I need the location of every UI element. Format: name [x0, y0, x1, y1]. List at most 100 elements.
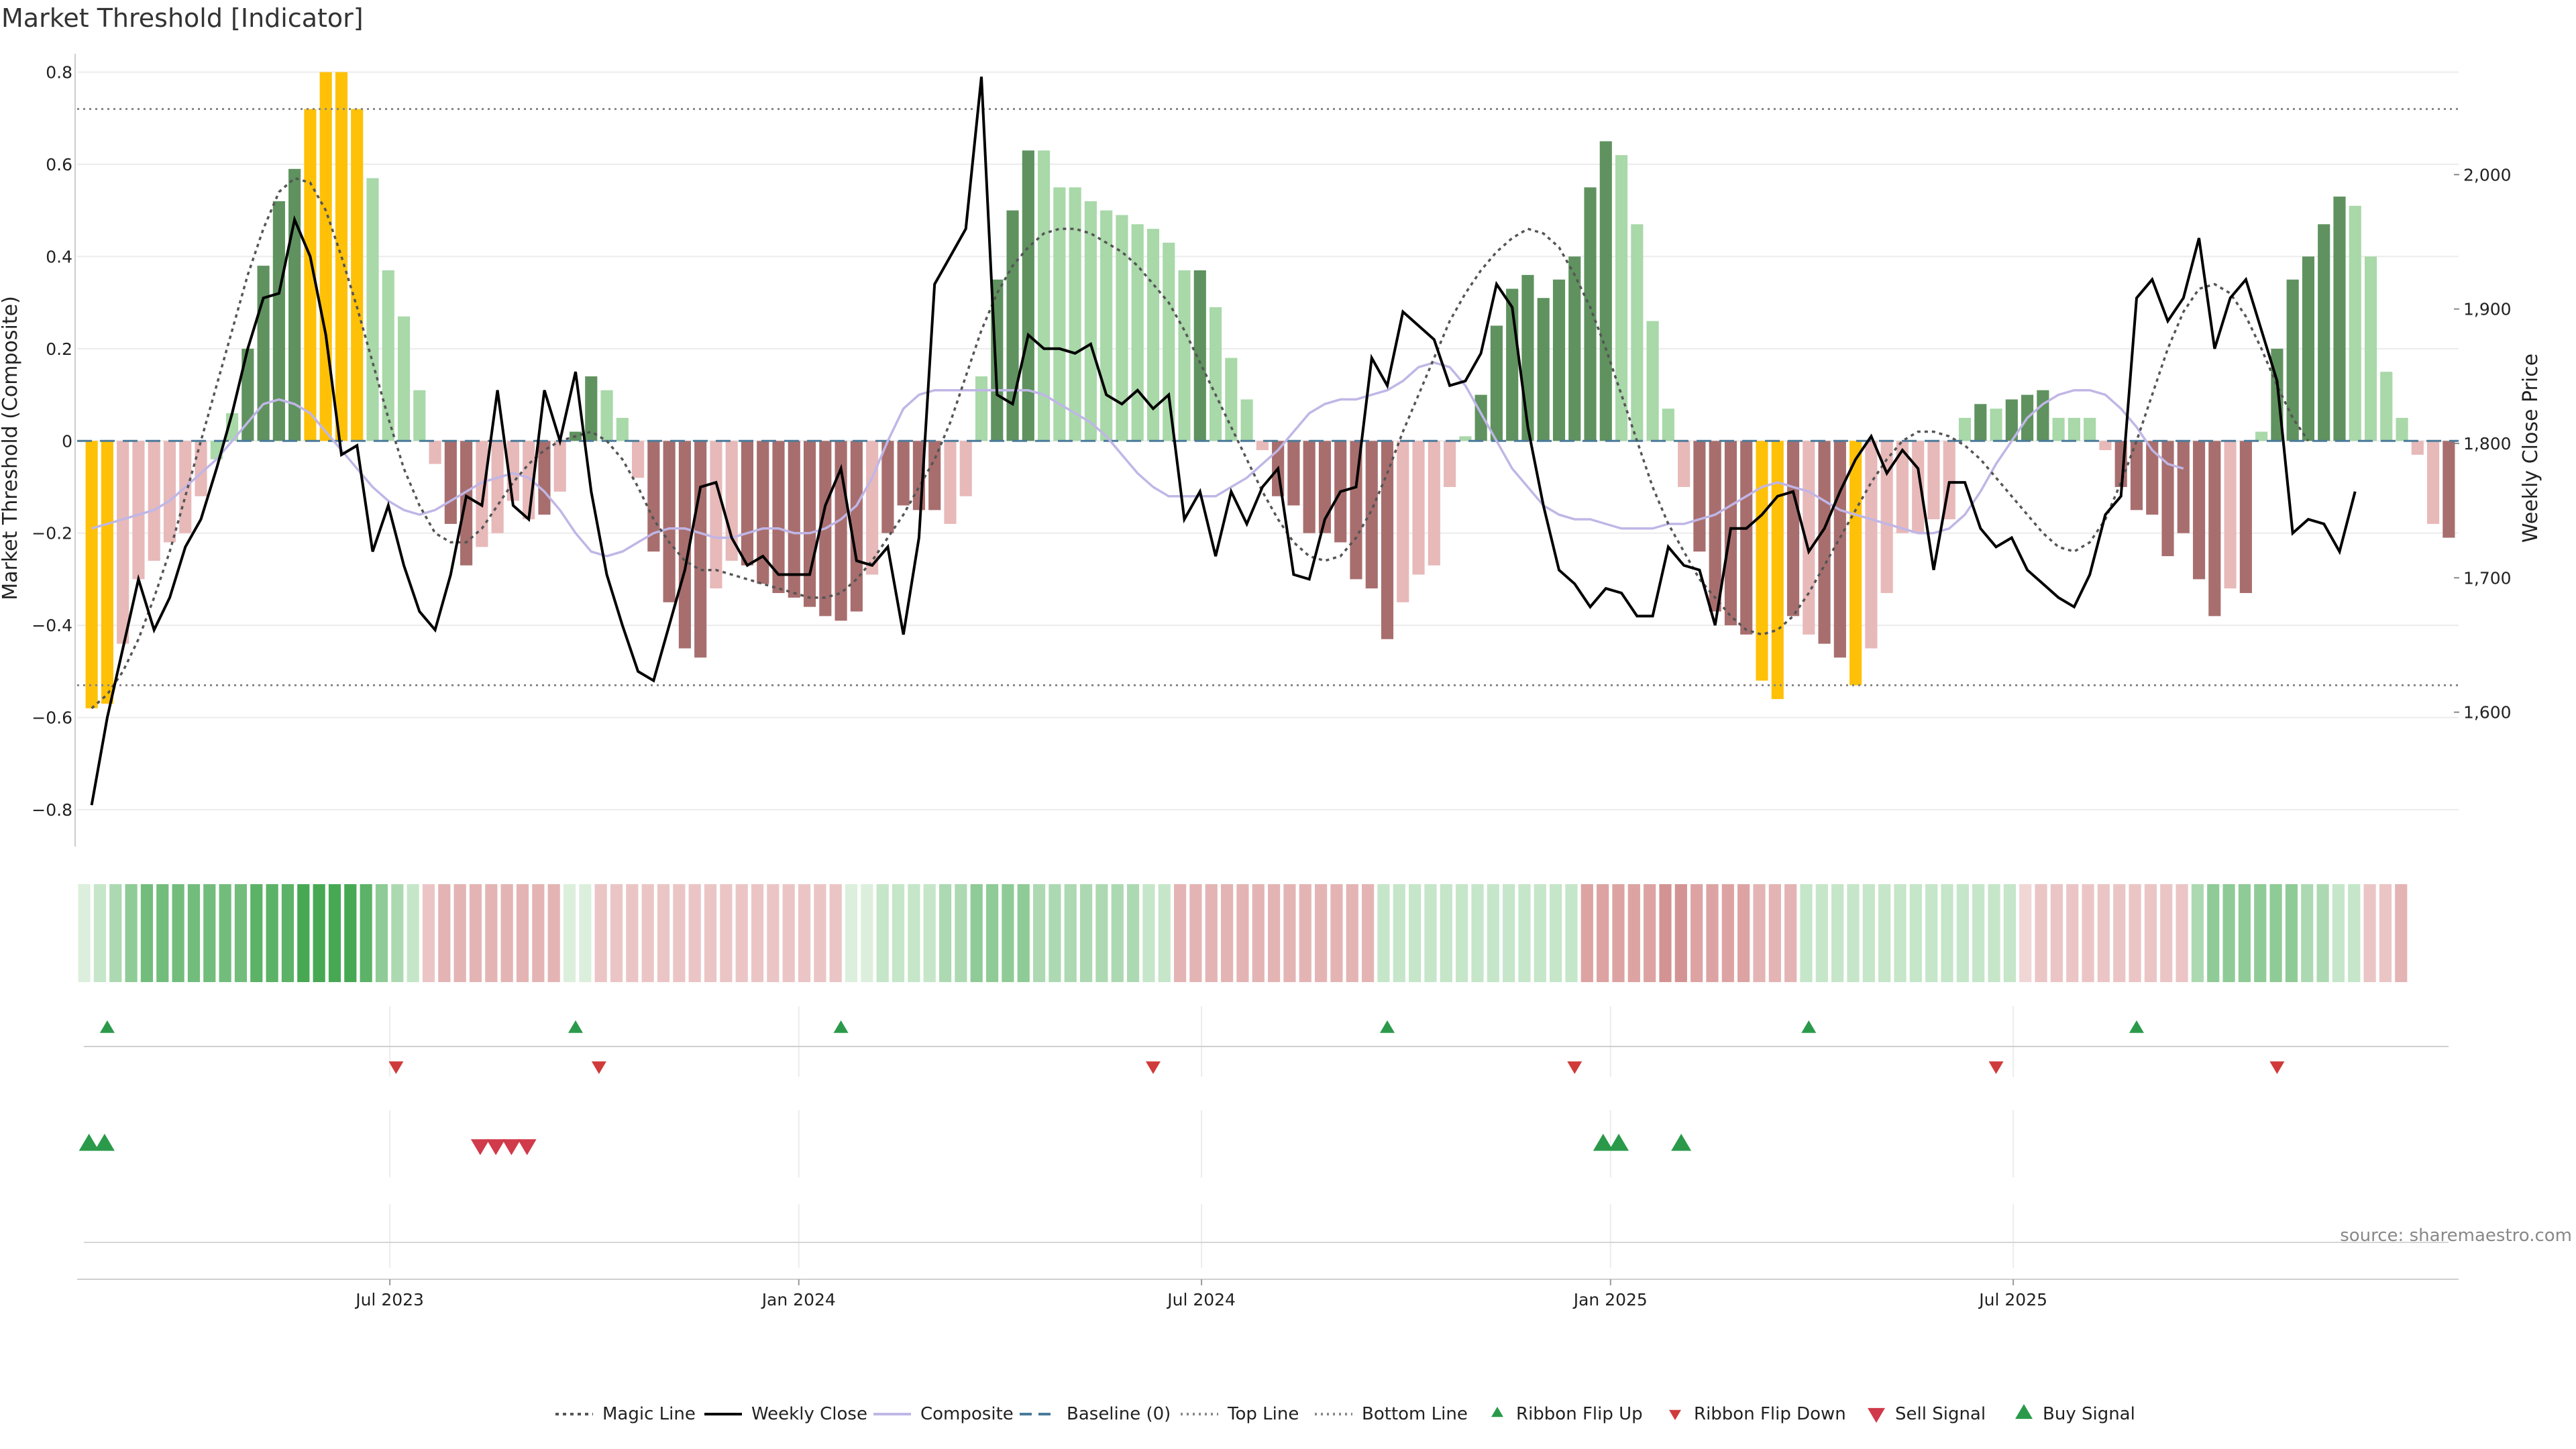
ribbon-cell — [610, 884, 623, 982]
composite-bar — [1209, 307, 1222, 441]
ribbon-cell — [1205, 884, 1218, 982]
ribbon-cell — [1440, 884, 1452, 982]
ribbon-cell — [516, 884, 529, 982]
composite-bar — [1022, 150, 1034, 441]
ribbon-cell — [140, 884, 154, 982]
ribbon-cell — [626, 884, 639, 982]
composite-bar — [1912, 441, 1925, 533]
legend-label: Bottom Line — [1362, 1404, 1468, 1424]
composite-bar — [1287, 441, 1300, 506]
left-tick-label: −0.2 — [32, 524, 72, 543]
ribbon-cell — [2144, 884, 2157, 982]
composite-bar — [2255, 431, 2268, 441]
ribbon-cell — [1064, 884, 1077, 982]
ribbon-cell — [2082, 884, 2094, 982]
ribbon-cell — [250, 884, 263, 982]
ribbon-cell — [1862, 884, 1875, 982]
ribbon-cell — [1878, 884, 1891, 982]
ribbon-cell — [2066, 884, 2079, 982]
composite-bar — [1818, 441, 1831, 644]
ribbon-cell — [720, 884, 733, 982]
ribbon-cell — [814, 884, 826, 982]
right-tick-label: 1,900 — [2463, 300, 2512, 319]
ribbon-cell — [1627, 884, 1640, 982]
composite-bar — [2286, 279, 2299, 441]
composite-bar — [1896, 441, 1909, 533]
ribbon-cell — [1753, 884, 1766, 982]
ribbon-cell — [2050, 884, 2063, 982]
ribbon-cell — [1393, 884, 1405, 982]
ribbon-cell — [1784, 884, 1797, 982]
right-tick-label: 1,700 — [2463, 568, 2512, 588]
ribbon-cell — [547, 884, 560, 982]
ribbon-cell — [1580, 884, 1593, 982]
composite-bar — [1428, 441, 1440, 566]
composite-bar — [1163, 242, 1175, 441]
composite-bar — [1038, 150, 1051, 441]
composite-bar — [2349, 205, 2361, 441]
composite-bar — [1740, 441, 1753, 635]
x-tick-label: Jul 2023 — [354, 1290, 424, 1309]
ribbon-cell — [187, 884, 201, 982]
composite-bar — [132, 441, 145, 580]
ribbon-cell — [2395, 884, 2408, 982]
legend-swatch — [1669, 1409, 1681, 1420]
composite-bar — [1678, 441, 1690, 487]
ribbon-cell — [2191, 884, 2204, 982]
ribbon-cell — [1158, 884, 1171, 982]
composite-bar — [2380, 372, 2393, 441]
composite-bar — [2396, 417, 2408, 441]
composite-bar — [2161, 441, 2174, 557]
ribbon-cell — [938, 884, 952, 982]
ribbon-cell — [751, 884, 764, 982]
ribbon-cell — [1330, 884, 1343, 982]
ribbon-cell — [1409, 884, 1421, 982]
composite-bar — [1365, 441, 1378, 589]
ribbon-cell — [892, 884, 905, 982]
composite-bar — [959, 441, 972, 496]
source-note: source: sharemaestro.com — [2340, 1226, 2572, 1246]
ribbon-cell — [2176, 884, 2188, 982]
composite-bar — [2192, 441, 2206, 580]
composite-bar — [1193, 270, 1206, 441]
composite-bar — [1927, 441, 1940, 520]
composite-bar — [1833, 441, 1846, 658]
composite-bar — [2146, 441, 2159, 515]
ribbon-flip-up-marker — [99, 1020, 115, 1033]
ribbon-cell — [1690, 884, 1703, 982]
legend-label: Weekly Close — [751, 1404, 867, 1424]
buy-signal-marker — [1671, 1134, 1692, 1151]
composite-bar — [741, 441, 754, 566]
composite-bar — [2084, 417, 2096, 441]
composite-bar — [897, 441, 910, 506]
composite-bar — [757, 441, 769, 584]
ribbon-cell — [1017, 884, 1030, 982]
ribbon-cell — [1346, 884, 1358, 982]
ribbon-flip-down-marker — [2269, 1061, 2285, 1074]
legend-label: Sell Signal — [1895, 1404, 1986, 1424]
composite-bar — [148, 441, 160, 561]
ribbon-cell — [1831, 884, 1844, 982]
ribbon-cell — [1487, 884, 1499, 982]
composite-bar — [1584, 187, 1597, 441]
left-tick-label: 0.6 — [46, 155, 72, 174]
ribbon-flip-down-marker — [1145, 1061, 1161, 1074]
legend-label: Buy Signal — [2043, 1404, 2135, 1424]
x-tick-label: Jul 2025 — [1978, 1290, 2047, 1309]
composite-bar — [429, 441, 441, 464]
sell-signal-marker — [517, 1139, 537, 1155]
ribbon-cell — [1550, 884, 1562, 982]
composite-bar — [117, 441, 129, 644]
composite-bar — [2037, 390, 2049, 441]
ribbon-cell — [1503, 884, 1515, 982]
composite-bar — [2099, 441, 2112, 450]
composite-bar — [2052, 417, 2065, 441]
ribbon-cell — [782, 884, 795, 982]
ribbon-cell — [688, 884, 701, 982]
ribbon-cell — [2035, 884, 2047, 982]
ribbon-cell — [563, 884, 576, 982]
composite-bar — [2302, 256, 2315, 441]
ribbon-cell — [1189, 884, 1202, 982]
legend-label: Composite — [920, 1404, 1014, 1424]
buy-signal-marker — [94, 1134, 115, 1151]
